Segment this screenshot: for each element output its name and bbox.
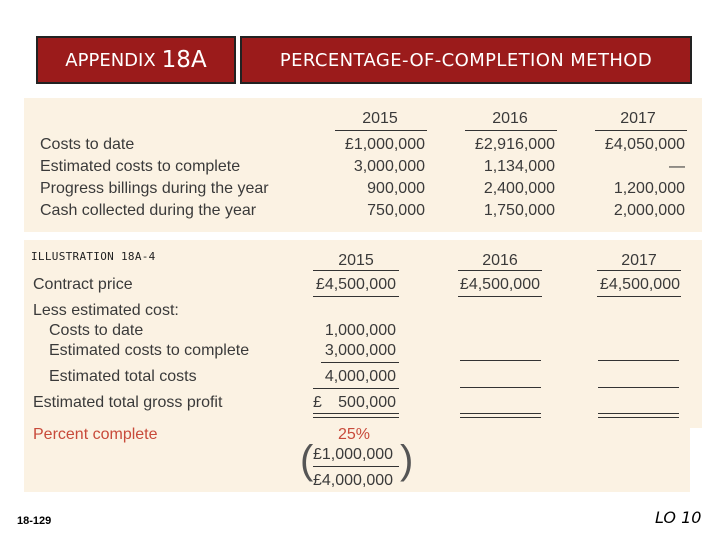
cell: 750,000 xyxy=(367,202,425,219)
top-rule-2017 xyxy=(595,130,687,131)
cell: 1,000,000 xyxy=(324,322,396,339)
cell: 900,000 xyxy=(367,180,425,197)
cell: £2,916,000 xyxy=(474,136,555,153)
percent-complete-value: 25% xyxy=(338,426,371,443)
est-to-complete-label: Estimated costs to complete xyxy=(49,342,250,359)
row-label-costs-to-date: Costs to date xyxy=(40,136,135,153)
double-rule xyxy=(313,413,399,418)
rule xyxy=(321,362,399,363)
contract-price-label: Contract price xyxy=(33,276,133,293)
rule xyxy=(460,387,541,388)
top-year-2015: 2015 xyxy=(362,110,398,127)
cell: 2,400,000 xyxy=(483,180,555,197)
contract-data-panel xyxy=(24,98,702,232)
row-label-est-costs: Estimated costs to complete xyxy=(40,158,241,175)
rule xyxy=(313,388,399,389)
costs-to-date-label: Costs to date xyxy=(49,322,144,339)
bottom-year-2017: 2017 xyxy=(621,252,657,269)
cell: £1,000,000 xyxy=(344,136,425,153)
rule xyxy=(460,360,541,361)
top-year-2016: 2016 xyxy=(492,110,528,127)
double-rule xyxy=(460,413,541,418)
fraction-numerator: £1,000,000 xyxy=(313,446,394,463)
slide-title-text: PERCENTAGE-OF-COMPLETION METHOD xyxy=(279,49,653,71)
cell: 1,134,000 xyxy=(483,158,555,175)
cell: 3,000,000 xyxy=(324,342,396,359)
cell: £4,500,000 xyxy=(599,276,680,293)
rule xyxy=(598,360,679,361)
appendix-number: 18A xyxy=(161,47,207,73)
est-total-costs-label: Estimated total costs xyxy=(49,368,197,385)
gross-profit-label: Estimated total gross profit xyxy=(33,394,223,411)
rule xyxy=(597,296,681,297)
rule xyxy=(458,296,542,297)
gross-profit-panel xyxy=(24,240,702,492)
rule xyxy=(598,387,679,388)
cell: 2,000,000 xyxy=(613,202,685,219)
illustration-label: ILLUSTRATION 18A-4 xyxy=(31,250,156,263)
less-estimated-cost-label: Less estimated cost: xyxy=(33,302,179,319)
cell: — xyxy=(669,158,685,175)
bottom-rule-2017 xyxy=(597,270,681,271)
double-rule xyxy=(598,413,679,418)
row-label-billings: Progress billings during the year xyxy=(40,180,269,197)
bottom-year-2016: 2016 xyxy=(482,252,518,269)
cell: 3,000,000 xyxy=(353,158,425,175)
top-year-2017: 2017 xyxy=(620,110,656,127)
top-rule-2016 xyxy=(465,130,557,131)
fraction-bar xyxy=(313,466,399,467)
top-rule-2015 xyxy=(335,130,427,131)
cell: £4,050,000 xyxy=(604,136,685,153)
cell: £4,500,000 xyxy=(315,276,396,293)
percent-complete-label: Percent complete xyxy=(33,426,158,443)
bottom-year-2015: 2015 xyxy=(338,252,374,269)
rule xyxy=(313,296,399,297)
appendix-box: APPENDIX 18A xyxy=(36,36,236,84)
gross-profit-currency: £ xyxy=(313,394,322,411)
bottom-rule-2015 xyxy=(313,270,399,271)
cell: 1,200,000 xyxy=(613,180,685,197)
cell: 4,000,000 xyxy=(324,368,396,385)
bottom-rule-2016 xyxy=(458,270,542,271)
fraction-denominator: £4,000,000 xyxy=(313,472,394,489)
cell: £4,500,000 xyxy=(459,276,540,293)
row-label-cash: Cash collected during the year xyxy=(40,202,257,219)
learning-objective: LO 10 xyxy=(655,508,702,527)
slide-number: 18-129 xyxy=(17,515,52,527)
panel-notch xyxy=(690,428,704,498)
cell: 500,000 xyxy=(338,394,396,411)
cell: 1,750,000 xyxy=(483,202,555,219)
appendix-label: APPENDIX xyxy=(65,49,156,71)
left-paren: ( xyxy=(300,438,314,482)
slide-title: PERCENTAGE-OF-COMPLETION METHOD xyxy=(240,36,692,84)
right-paren: ) xyxy=(400,438,414,482)
